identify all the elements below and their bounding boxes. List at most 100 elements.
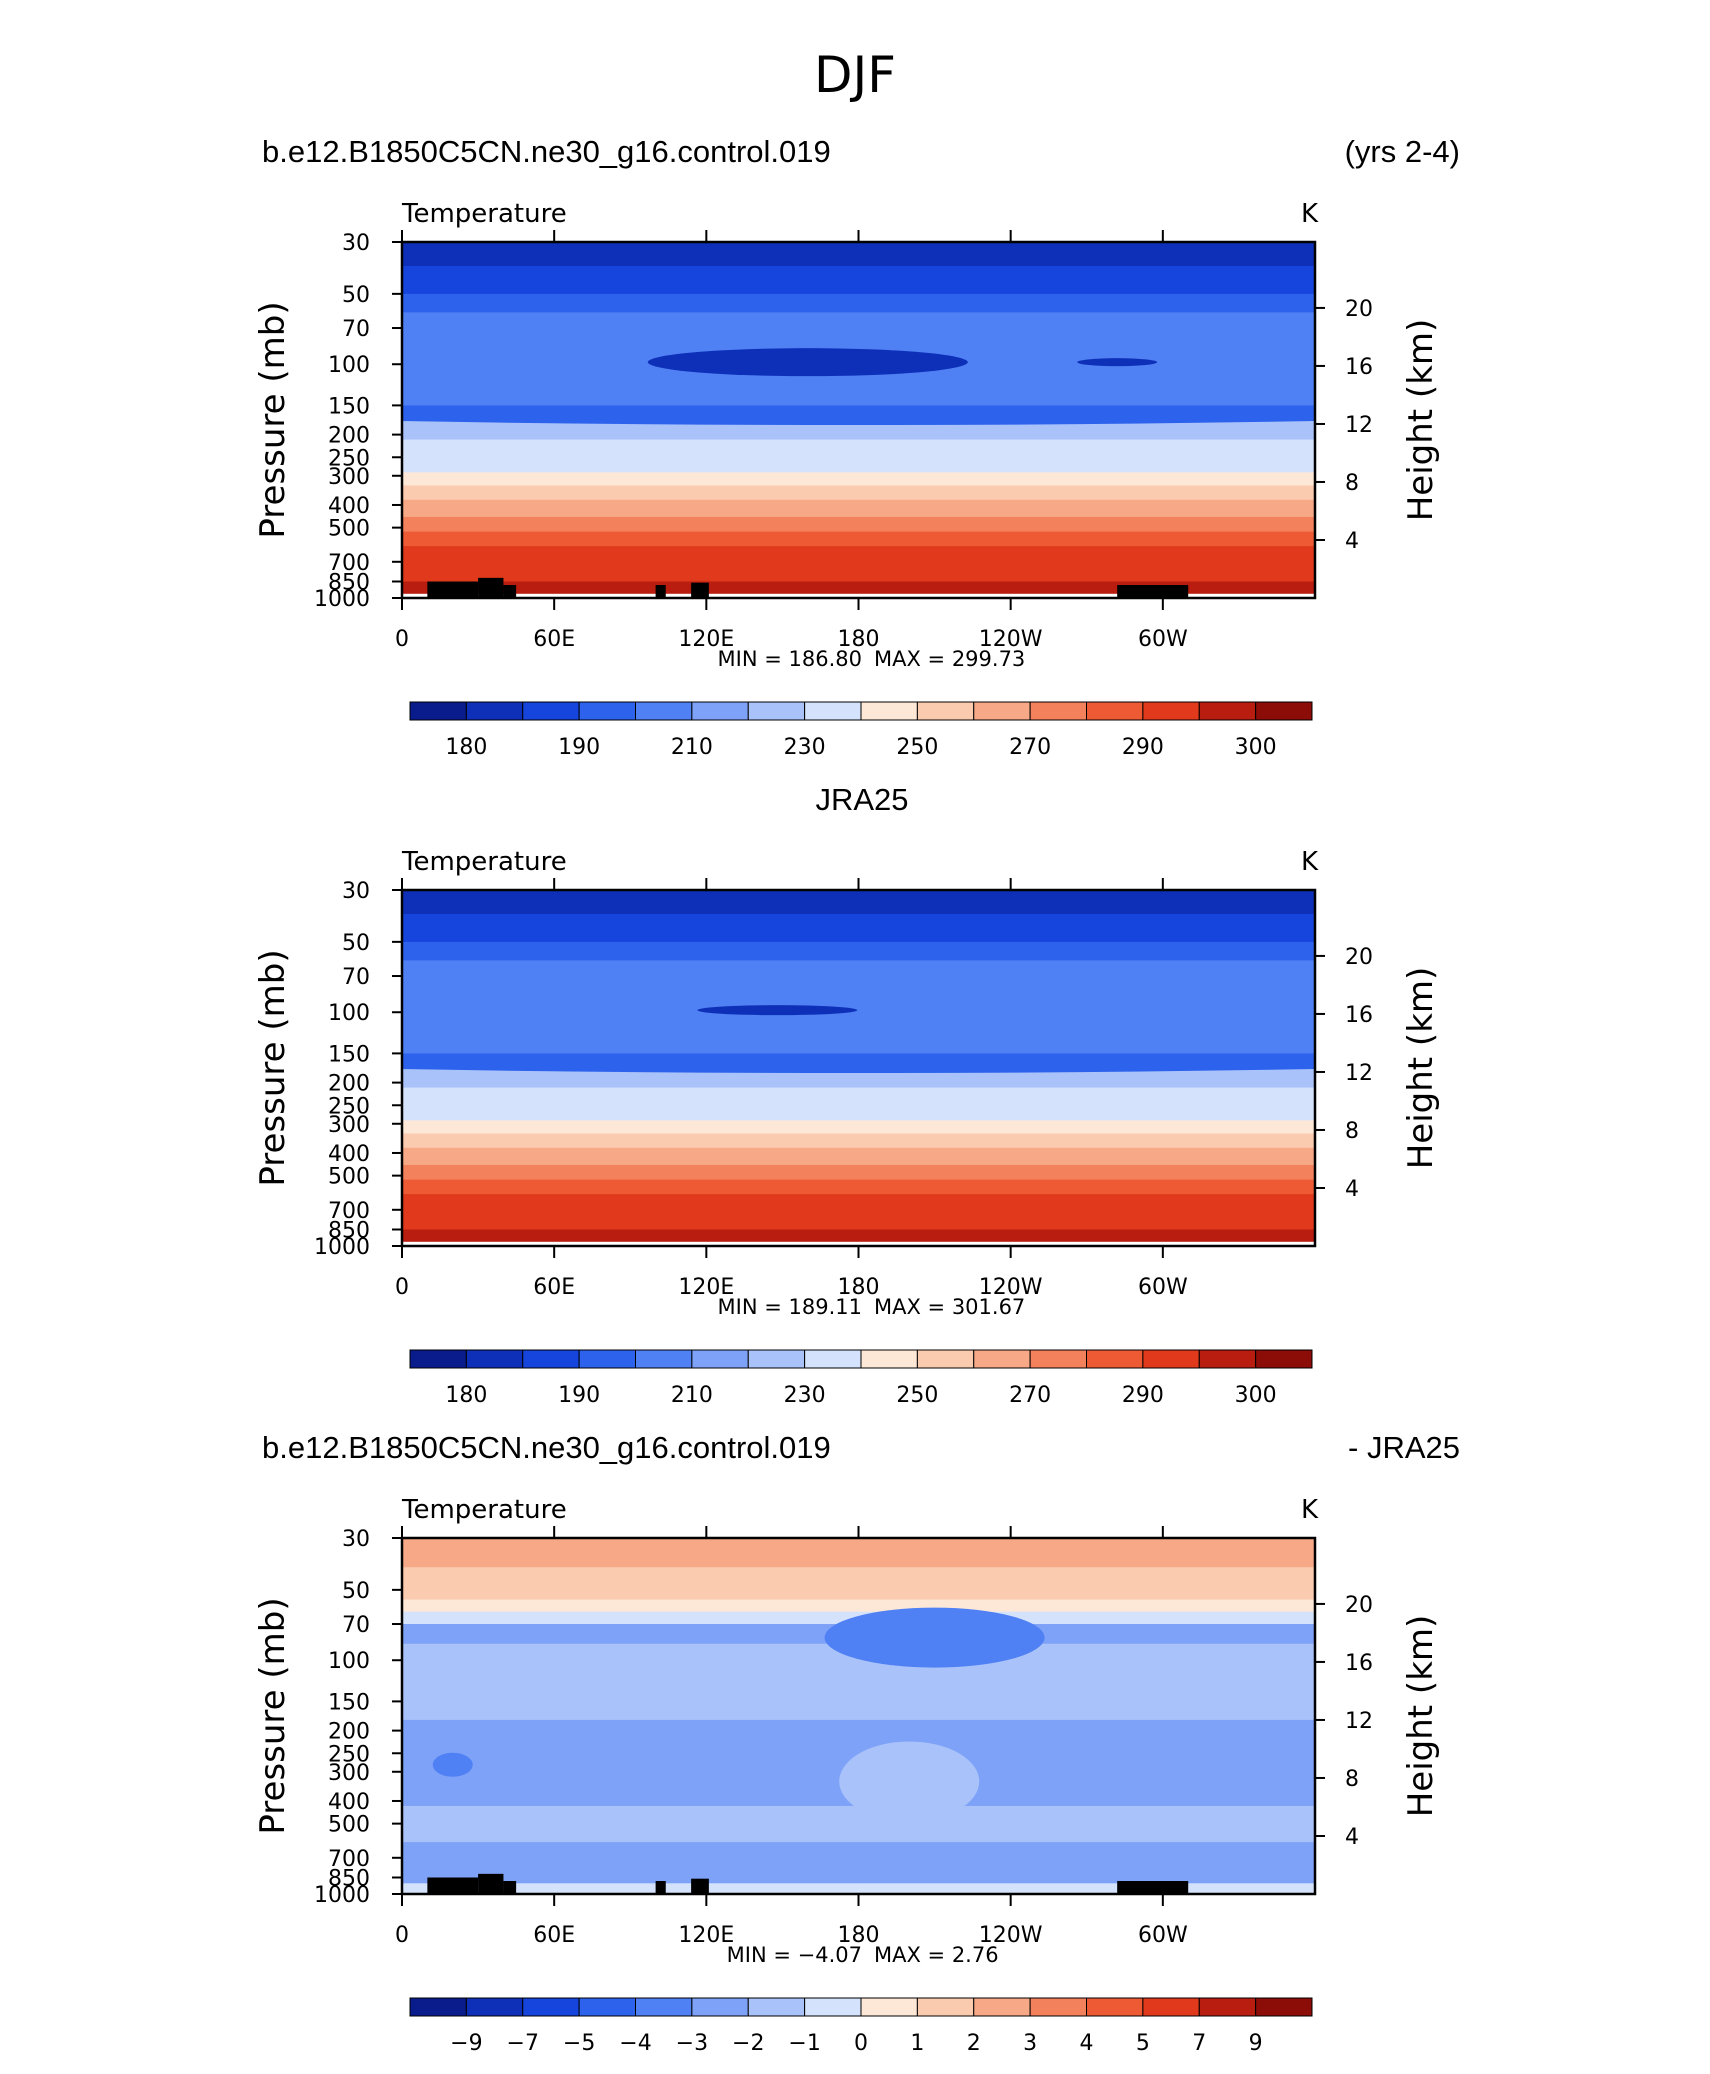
- x-tick-label: 180: [838, 627, 880, 652]
- y-right-tick-label: 12: [1345, 1709, 1373, 1734]
- x-tick-label: 180: [838, 1275, 880, 1300]
- topography-mask: [655, 585, 666, 598]
- topography-mask: [655, 1881, 666, 1894]
- y-tick-label: 500: [328, 1165, 370, 1190]
- contour-band: [402, 581, 1315, 594]
- y-tick-label: 200: [328, 424, 370, 449]
- colorbar-label: −9: [450, 2031, 482, 2056]
- contour-band: [402, 531, 1315, 548]
- colorbar-label: 1: [910, 2031, 924, 2056]
- right-title: - JRA25: [1348, 1430, 1460, 1465]
- y-tick-label: 700: [328, 551, 370, 576]
- y-right-tick-label: 16: [1345, 355, 1373, 380]
- colorbar-swatch: [860, 701, 918, 721]
- colorbar-swatch: [578, 701, 636, 721]
- figure-title: DJF: [814, 46, 896, 104]
- contour-band: [402, 1805, 1315, 1844]
- colorbar-label: 250: [896, 1383, 938, 1408]
- left-title: b.e12.B1850C5CN.ne30_g16.control.019: [262, 134, 831, 169]
- y-tick-label: 150: [328, 1042, 370, 1067]
- y-right-tick-label: 12: [1345, 413, 1373, 438]
- colorbar-swatch: [1255, 1997, 1313, 2017]
- topography-mask: [478, 1873, 504, 1894]
- colorbar-swatch: [1029, 1349, 1087, 1369]
- colorbar-label: 4: [1080, 2031, 1094, 2056]
- y-tick-label: 50: [342, 931, 370, 956]
- topography-mask: [1117, 1881, 1189, 1894]
- colorbar-swatch: [1086, 701, 1144, 721]
- y-tick-label: 250: [328, 1094, 370, 1119]
- colorbar-swatch: [1029, 701, 1087, 721]
- topography-mask: [1117, 585, 1189, 598]
- variable-label: Temperature: [401, 1495, 567, 1525]
- y-tick-label: 400: [328, 1142, 370, 1167]
- anomaly-blob: [432, 1752, 473, 1777]
- colorbar-label: −3: [676, 2031, 708, 2056]
- cold-anomaly: [697, 1005, 858, 1016]
- y-tick-label: 850: [328, 1867, 370, 1892]
- y-right-tick-label: 4: [1345, 529, 1359, 554]
- y-axis-label: Pressure (mb): [253, 949, 293, 1186]
- cold-anomaly: [647, 348, 968, 377]
- colorbar-swatch: [691, 701, 749, 721]
- colorbar-label: 300: [1235, 735, 1277, 760]
- cold-anomaly: [1077, 358, 1158, 367]
- colorbar-swatch: [1086, 1997, 1144, 2017]
- y-tick-label: 100: [328, 353, 370, 378]
- panel-2: JRA25 Temperature K Pressure (mb) 30 50 70 100 1…: [253, 782, 1441, 1408]
- y-axis-right-label: Height (km): [1401, 967, 1441, 1170]
- y-right-tick-label: 12: [1345, 1061, 1373, 1086]
- y-axis-label: Pressure (mb): [253, 1597, 293, 1834]
- min-label: MIN = 186.80: [718, 647, 862, 671]
- colorbar-label: −7: [507, 2031, 539, 2056]
- contour-band: [402, 1229, 1315, 1242]
- contour-band: [402, 913, 1315, 943]
- colorbar-label: 290: [1122, 735, 1164, 760]
- colorbar-label: −2: [732, 2031, 764, 2056]
- x-tick-label: 0: [395, 1923, 409, 1948]
- contour-band: [402, 1087, 1315, 1107]
- colorbar-swatch: [973, 701, 1031, 721]
- topography-mask: [503, 1881, 517, 1894]
- contour-band: [402, 1053, 1315, 1074]
- y-tick-label: 70: [342, 1613, 370, 1638]
- colorbar-swatch: [804, 1349, 862, 1369]
- left-title: b.e12.B1850C5CN.ne30_g16.control.019: [262, 1430, 831, 1465]
- contour-band: [402, 1842, 1315, 1885]
- y-right-tick-label: 8: [1345, 1767, 1359, 1792]
- colorbar-swatch: [635, 701, 693, 721]
- colorbar-swatch: [522, 1349, 580, 1369]
- contour-band: [402, 1069, 1315, 1089]
- colorbar-swatch: [804, 1997, 862, 2017]
- x-tick-label: 180: [838, 1923, 880, 1948]
- y-tick-label: 30: [342, 1527, 370, 1552]
- contour-band: [402, 1212, 1315, 1231]
- colorbar-swatch: [691, 1349, 749, 1369]
- y-tick-label: 850: [328, 571, 370, 596]
- y-tick-label: 70: [342, 317, 370, 342]
- contour-band: [402, 890, 1315, 915]
- contour-band: [402, 293, 1315, 314]
- y-right-tick-label: 16: [1345, 1003, 1373, 1028]
- y-right-tick-label: 4: [1345, 1825, 1359, 1850]
- contour-band: [402, 421, 1315, 441]
- x-tick-label: 120E: [678, 1923, 734, 1948]
- contour-band: [402, 485, 1315, 501]
- colorbar-label: 210: [671, 1383, 713, 1408]
- x-tick-label: 60E: [533, 1275, 575, 1300]
- contour-band: [402, 516, 1315, 533]
- colorbar-label: 300: [1235, 1383, 1277, 1408]
- y-tick-label: 30: [342, 879, 370, 904]
- y-tick-label: 250: [328, 446, 370, 471]
- colorbar-label: 180: [445, 1383, 487, 1408]
- colorbar-label: 7: [1192, 2031, 1206, 2056]
- colorbar-swatch: [747, 1349, 806, 1369]
- x-tick-label: 120W: [979, 1275, 1043, 1300]
- colorbar-label: 270: [1009, 1383, 1051, 1408]
- y-tick-label: 700: [328, 1847, 370, 1872]
- colorbar-swatch: [804, 701, 862, 721]
- colorbar-swatch: [1255, 1349, 1313, 1369]
- y-tick-label: 500: [328, 517, 370, 542]
- colorbar-label: 250: [896, 735, 938, 760]
- y-right-tick-label: 8: [1345, 471, 1359, 496]
